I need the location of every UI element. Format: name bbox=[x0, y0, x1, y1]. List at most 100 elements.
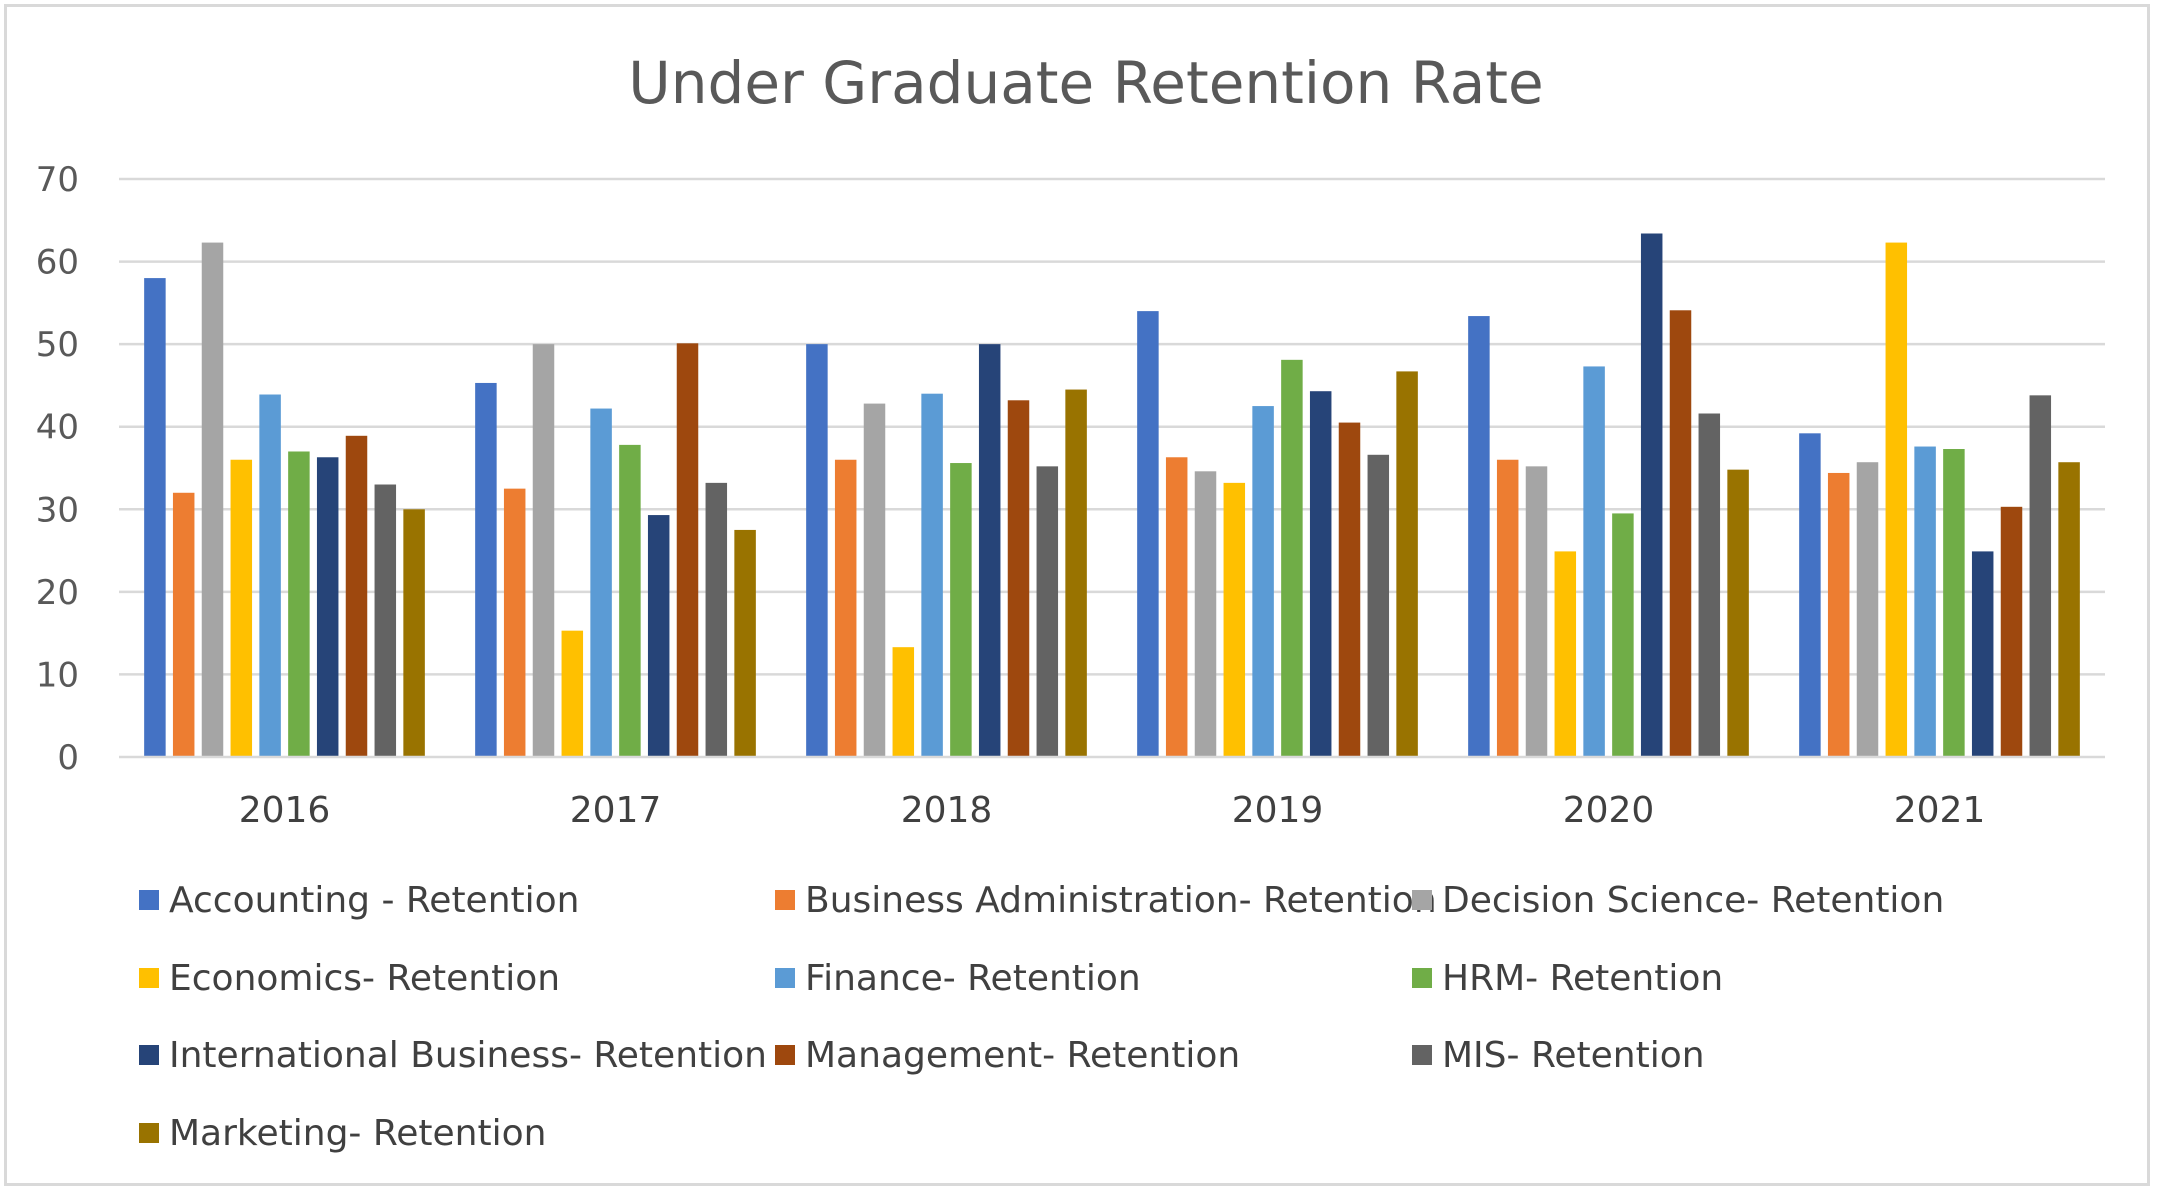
legend-label: International Business- Retention bbox=[169, 1035, 767, 1076]
bar bbox=[619, 444, 641, 757]
legend-label: Accounting - Retention bbox=[169, 880, 579, 921]
legend-label: HRM- Retention bbox=[1442, 958, 1723, 999]
bar bbox=[590, 408, 612, 757]
bar bbox=[374, 484, 397, 757]
legend-label: Management- Retention bbox=[805, 1035, 1240, 1076]
gridlines bbox=[119, 177, 2105, 676]
bar bbox=[1943, 449, 1965, 757]
bar bbox=[1799, 433, 1821, 757]
x-axis-labels: 2016 2017 2018 2019 2020 2021 bbox=[239, 790, 1986, 831]
legend-item: HRM- Retention bbox=[1412, 958, 1723, 999]
legend-item: Management- Retention bbox=[775, 1035, 1240, 1076]
bar bbox=[1525, 466, 1548, 757]
bar bbox=[1252, 406, 1274, 757]
bars bbox=[144, 233, 2080, 758]
bar bbox=[1612, 513, 1634, 757]
legend-item: Business Administration- Retention bbox=[775, 880, 1437, 921]
legend-swatch bbox=[139, 968, 159, 988]
bar bbox=[1065, 389, 1087, 757]
bar bbox=[475, 382, 497, 757]
legend-item: International Business- Retention bbox=[139, 1035, 767, 1076]
chart-title: Under Graduate Retention Rate bbox=[628, 49, 1543, 117]
legend-label: Economics- Retention bbox=[169, 958, 560, 999]
legend-item: Decision Science- Retention bbox=[1412, 880, 1944, 921]
bar bbox=[647, 515, 670, 757]
x-tick-label: 2021 bbox=[1894, 790, 1986, 831]
x-tick-label: 2017 bbox=[570, 790, 662, 831]
y-tick-label: 20 bbox=[36, 573, 79, 613]
legend-item: Economics- Retention bbox=[139, 958, 560, 999]
bar bbox=[288, 451, 310, 757]
y-tick-label: 10 bbox=[36, 655, 79, 695]
bar bbox=[1496, 459, 1519, 757]
legend-item: Accounting - Retention bbox=[139, 880, 579, 921]
bar bbox=[1165, 457, 1188, 757]
bar bbox=[1194, 471, 1217, 757]
bar bbox=[403, 509, 425, 757]
legend-label: MIS- Retention bbox=[1442, 1035, 1705, 1076]
bar bbox=[1007, 400, 1030, 757]
legend-swatch bbox=[1412, 968, 1432, 988]
y-tick-label: 50 bbox=[36, 325, 79, 365]
bar bbox=[561, 630, 584, 757]
bar bbox=[1137, 311, 1159, 757]
y-tick-label: 70 bbox=[36, 160, 79, 200]
bar bbox=[1669, 310, 1692, 757]
legend-label: Business Administration- Retention bbox=[805, 880, 1437, 921]
legend-swatch bbox=[1412, 1045, 1432, 1065]
bar bbox=[1468, 316, 1490, 757]
bar bbox=[1396, 371, 1418, 757]
bar bbox=[1309, 391, 1332, 757]
bar bbox=[532, 344, 555, 757]
bar bbox=[863, 403, 886, 757]
legend-swatch bbox=[775, 890, 795, 910]
bar bbox=[1914, 446, 1936, 757]
bar bbox=[1554, 551, 1577, 757]
bar bbox=[1223, 482, 1246, 757]
bar bbox=[734, 529, 756, 757]
x-tick-label: 2019 bbox=[1232, 790, 1324, 831]
bar bbox=[806, 344, 828, 757]
bar bbox=[1971, 551, 1994, 757]
bar bbox=[921, 393, 943, 757]
bar bbox=[834, 459, 857, 757]
bar bbox=[1338, 422, 1361, 757]
y-tick-label: 60 bbox=[36, 243, 79, 283]
legend: Accounting - Retention Business Administr… bbox=[139, 880, 1944, 1154]
bar bbox=[144, 278, 166, 757]
legend-item: Marketing- Retention bbox=[139, 1113, 546, 1154]
bar bbox=[705, 482, 728, 757]
y-axis-ticks: 0 10 20 30 40 50 60 70 bbox=[36, 160, 79, 778]
bar bbox=[201, 242, 224, 757]
legend-label: Decision Science- Retention bbox=[1442, 880, 1944, 921]
bar bbox=[316, 457, 339, 757]
legend-swatch bbox=[139, 890, 159, 910]
bar bbox=[1827, 472, 1850, 757]
legend-swatch bbox=[139, 1045, 159, 1065]
legend-label: Finance- Retention bbox=[805, 958, 1141, 999]
y-tick-label: 40 bbox=[36, 408, 79, 448]
legend-swatch bbox=[775, 1045, 795, 1065]
y-tick-label: 30 bbox=[36, 490, 79, 530]
bar bbox=[172, 492, 195, 757]
bar bbox=[978, 344, 1001, 757]
bar bbox=[676, 343, 699, 757]
bar bbox=[950, 463, 972, 757]
retention-chart: Under Graduate Retention Rate 0 10 20 30 40 5… bbox=[36, 49, 2105, 1154]
bar bbox=[1640, 233, 1663, 758]
x-tick-label: 2018 bbox=[901, 790, 993, 831]
bar bbox=[1727, 469, 1749, 757]
bar bbox=[1698, 413, 1721, 757]
bar bbox=[2029, 395, 2052, 757]
chart-frame: Under Graduate Retention Rate 0 10 20 30 40 5… bbox=[4, 4, 2150, 1186]
legend-swatch bbox=[139, 1123, 159, 1143]
bar bbox=[259, 394, 281, 757]
bar bbox=[503, 488, 526, 757]
bar bbox=[2058, 462, 2080, 757]
bar bbox=[345, 435, 368, 757]
bar bbox=[1885, 242, 1908, 757]
legend-label: Marketing- Retention bbox=[169, 1113, 546, 1154]
legend-swatch bbox=[1412, 890, 1432, 910]
y-tick-label: 0 bbox=[57, 738, 79, 778]
bar bbox=[1367, 454, 1390, 757]
